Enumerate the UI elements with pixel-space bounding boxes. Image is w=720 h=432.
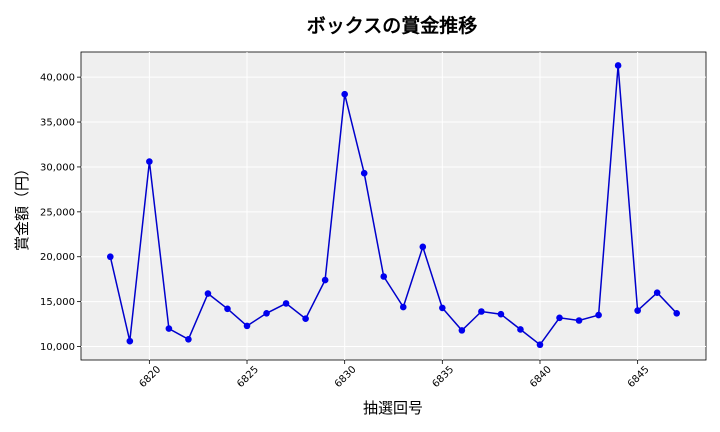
data-point [634, 307, 641, 314]
data-point [224, 305, 231, 313]
x-axis-label: 抽選回号 [363, 399, 423, 417]
x-tick-label: 6820 [138, 364, 164, 390]
x-tick-label: 6835 [431, 364, 457, 390]
data-point [380, 273, 388, 280]
data-point [146, 158, 153, 165]
data-point [595, 311, 602, 319]
data-point [536, 341, 544, 349]
y-tick-label: 40,000 [40, 73, 75, 84]
data-point [126, 337, 134, 345]
y-axis-label: 賞金額（円） [13, 161, 31, 251]
data-point [341, 90, 348, 98]
series-line-path [109, 65, 678, 346]
x-tick-label: 6845 [626, 364, 652, 390]
data-point [478, 308, 485, 315]
data-point [419, 243, 427, 251]
data-point [399, 303, 407, 311]
data-point [106, 253, 114, 261]
y-tick-label: 10,000 [40, 342, 75, 353]
y-tick-label: 30,000 [40, 162, 75, 173]
chart-title: ボックスの賞金推移 [307, 14, 477, 37]
data-point [321, 276, 329, 284]
y-tick-label: 25,000 [40, 207, 75, 218]
data-point [282, 300, 290, 307]
data-point [575, 317, 583, 324]
y-tick-label: 15,000 [40, 297, 75, 308]
series-line [106, 62, 681, 349]
y-tick-label: 20,000 [40, 252, 75, 263]
plot-area [80, 51, 707, 361]
data-point [458, 327, 466, 334]
data-point [204, 290, 212, 297]
data-point [263, 310, 270, 317]
data-point [497, 310, 505, 318]
x-tick-label: 6825 [235, 364, 261, 390]
x-tick-label: 6840 [528, 364, 554, 390]
x-axis: 6820 6825 6830 6835 6840 6845 [138, 360, 652, 390]
data-point [185, 336, 192, 343]
data-point [517, 326, 524, 333]
data-point [302, 315, 309, 322]
y-axis: 10,000 15,000 20,000 25,000 30,000 35,000 40,0… [40, 73, 81, 353]
y-tick-label: 35,000 [40, 118, 75, 129]
x-tick-label: 6830 [333, 364, 359, 390]
data-point [360, 169, 368, 177]
data-point [556, 314, 563, 322]
data-point [653, 289, 661, 296]
data-point [614, 62, 622, 69]
data-point [165, 325, 173, 332]
data-point [243, 322, 251, 330]
data-point [673, 310, 681, 317]
data-point [439, 304, 446, 312]
